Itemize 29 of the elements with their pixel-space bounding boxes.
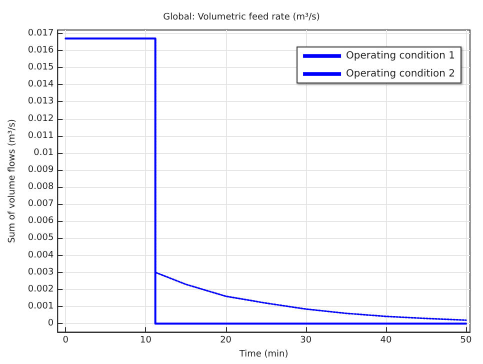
y-tick-label: 0.016 bbox=[28, 45, 54, 56]
y-tick-label: 0.004 bbox=[28, 250, 54, 260]
y-tick-label: 0.005 bbox=[28, 233, 54, 244]
y-tick-label: 0.002 bbox=[28, 284, 54, 294]
y-tick-label: 0.006 bbox=[28, 216, 54, 226]
legend-label: Operating condition 1 bbox=[346, 50, 456, 62]
x-tick-label: 10 bbox=[140, 336, 152, 346]
y-tick-label: 0.001 bbox=[28, 302, 54, 312]
y-tick-label: 0.011 bbox=[28, 130, 54, 141]
y-tick-label: 0.007 bbox=[28, 199, 54, 210]
y-tick-label: 0.015 bbox=[28, 62, 54, 73]
x-tick-label: 0 bbox=[62, 336, 69, 346]
x-axis-title: Time (min) bbox=[238, 350, 288, 360]
x-tick-label: 20 bbox=[220, 336, 232, 346]
y-tick-label: 0.003 bbox=[28, 267, 54, 278]
y-axis-title: Sum of volume flows (m³/s) bbox=[8, 119, 18, 244]
legend-label: Operating condition 2 bbox=[346, 68, 456, 80]
x-tick-label: 50 bbox=[460, 336, 472, 346]
y-tick-label: 0.017 bbox=[28, 28, 54, 38]
x-tick-label: 30 bbox=[300, 336, 312, 346]
y-tick-label: 0.009 bbox=[28, 164, 54, 175]
y-tick-label: 0.008 bbox=[28, 182, 54, 192]
y-tick-label: 0.014 bbox=[28, 80, 54, 90]
y-tick-label: 0.01 bbox=[34, 148, 54, 158]
x-tick-label: 40 bbox=[380, 336, 392, 346]
chart-title: Global: Volumetric feed rate (m³/s) bbox=[163, 12, 320, 22]
y-tick-label: 0.012 bbox=[28, 114, 54, 124]
y-tick-label: 0 bbox=[48, 318, 54, 329]
y-tick-label: 0.013 bbox=[28, 96, 54, 107]
